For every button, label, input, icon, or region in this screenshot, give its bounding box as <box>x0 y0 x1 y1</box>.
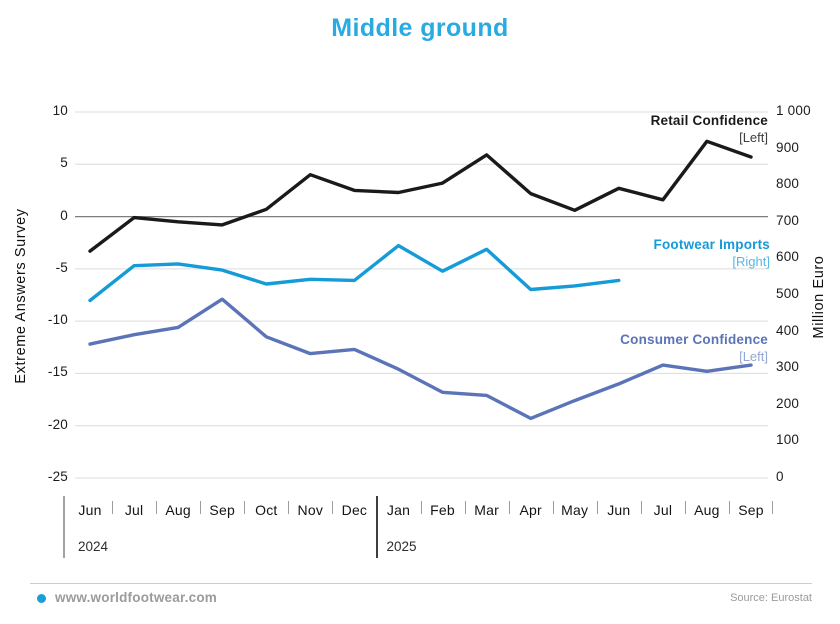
x-axis-month: May <box>561 502 589 518</box>
left-axis-tick: 0 <box>60 208 68 223</box>
left-axis-tick: -25 <box>47 469 68 484</box>
month-separator <box>464 501 466 514</box>
right-axis-tick: 800 <box>776 176 800 191</box>
right-axis-tick: 1 000 <box>776 103 811 118</box>
x-axis-year: 2024 <box>78 539 109 554</box>
source-credit: Source: Eurostat <box>730 592 812 604</box>
month-separator <box>729 501 730 514</box>
left-axis-tick: -5 <box>55 260 68 275</box>
legend-consumer-axis-tag: [Left] <box>739 349 768 364</box>
month-separator <box>112 501 113 514</box>
month-separator <box>772 501 773 514</box>
footer-divider <box>30 583 812 584</box>
left-axis-tick: 10 <box>52 103 68 118</box>
month-separator <box>244 501 246 514</box>
x-axis-month: Sep <box>738 502 764 518</box>
x-axis-month: Aug <box>694 502 720 518</box>
x-axis-month: Aug <box>165 502 191 518</box>
x-axis-month: Jun <box>607 502 631 518</box>
series-line-retail-confidence <box>88 139 753 253</box>
right-axis-tick: 100 <box>776 432 800 447</box>
month-separator <box>596 501 598 514</box>
month-separator <box>200 501 202 514</box>
month-separator <box>332 501 334 514</box>
x-axis-month: Apr <box>519 502 542 518</box>
month-separator <box>640 501 642 514</box>
right-axis-ticks: 1 000 900 800 700 600 500 400 300 200 100 0 <box>776 0 836 560</box>
left-axis-tick: -20 <box>47 417 68 432</box>
x-axis-month: Mar <box>474 502 499 518</box>
site-bullet-icon <box>37 594 46 603</box>
x-axis-month: Sep <box>209 502 235 518</box>
x-axis-month: Jul <box>124 502 144 518</box>
legend-imports-name: Footwear Imports <box>653 237 770 252</box>
x-axis-month: Jan <box>386 502 411 518</box>
legend-retail-confidence: Retail Confidence [Left] <box>651 112 768 146</box>
month-separator <box>684 501 686 514</box>
chart-title: Middle ground <box>331 14 509 42</box>
x-axis-month: Feb <box>430 502 455 518</box>
month-separator <box>156 501 158 514</box>
legend-consumer-name: Consumer Confidence <box>620 332 768 347</box>
legend-retail-name: Retail Confidence <box>650 113 768 128</box>
x-axis-month: Jun <box>78 502 102 518</box>
x-axis-month: Dec <box>341 502 368 518</box>
right-axis-tick: 600 <box>776 249 800 264</box>
right-axis-tick: 400 <box>776 323 800 338</box>
month-separator <box>508 501 510 514</box>
left-axis-ticks: 10 5 0 -5 -10 -15 -20 -25 <box>0 0 68 560</box>
legend-retail-axis-tag: [Left] <box>739 130 768 145</box>
right-axis-tick: 300 <box>776 359 800 374</box>
x-axis-month: Jul <box>653 502 673 518</box>
right-axis-title: Million Euro <box>811 255 827 339</box>
month-separator <box>552 501 554 514</box>
x-axis-month: Nov <box>297 502 324 518</box>
left-axis-tick: 5 <box>60 155 68 170</box>
site-link[interactable]: www.worldfootwear.com <box>55 590 217 605</box>
right-axis-tick: 500 <box>776 286 800 301</box>
x-axis-edge-line <box>63 496 65 558</box>
legend-consumer-confidence: Consumer Confidence [Left] <box>620 331 768 365</box>
right-axis-tick: 900 <box>776 140 800 155</box>
year-divider <box>376 496 378 558</box>
left-axis-title: Extreme Answers Survey <box>13 208 29 384</box>
legend-footwear-imports: Footwear Imports [Right] <box>654 236 770 270</box>
legend-imports-axis-tag: [Right] <box>732 254 770 269</box>
right-axis-tick: 0 <box>776 469 784 484</box>
series-line-footwear-imports <box>88 243 621 303</box>
series-line-consumer-confidence <box>88 297 753 421</box>
left-axis-tick: -15 <box>47 364 68 379</box>
right-axis-tick: 200 <box>776 396 800 411</box>
left-axis-tick: -10 <box>47 312 68 327</box>
month-separator <box>288 501 290 514</box>
month-separator <box>420 501 422 514</box>
x-axis-month: Oct <box>255 502 278 518</box>
x-axis-year: 2025 <box>386 539 417 554</box>
right-axis-tick: 700 <box>776 213 800 228</box>
